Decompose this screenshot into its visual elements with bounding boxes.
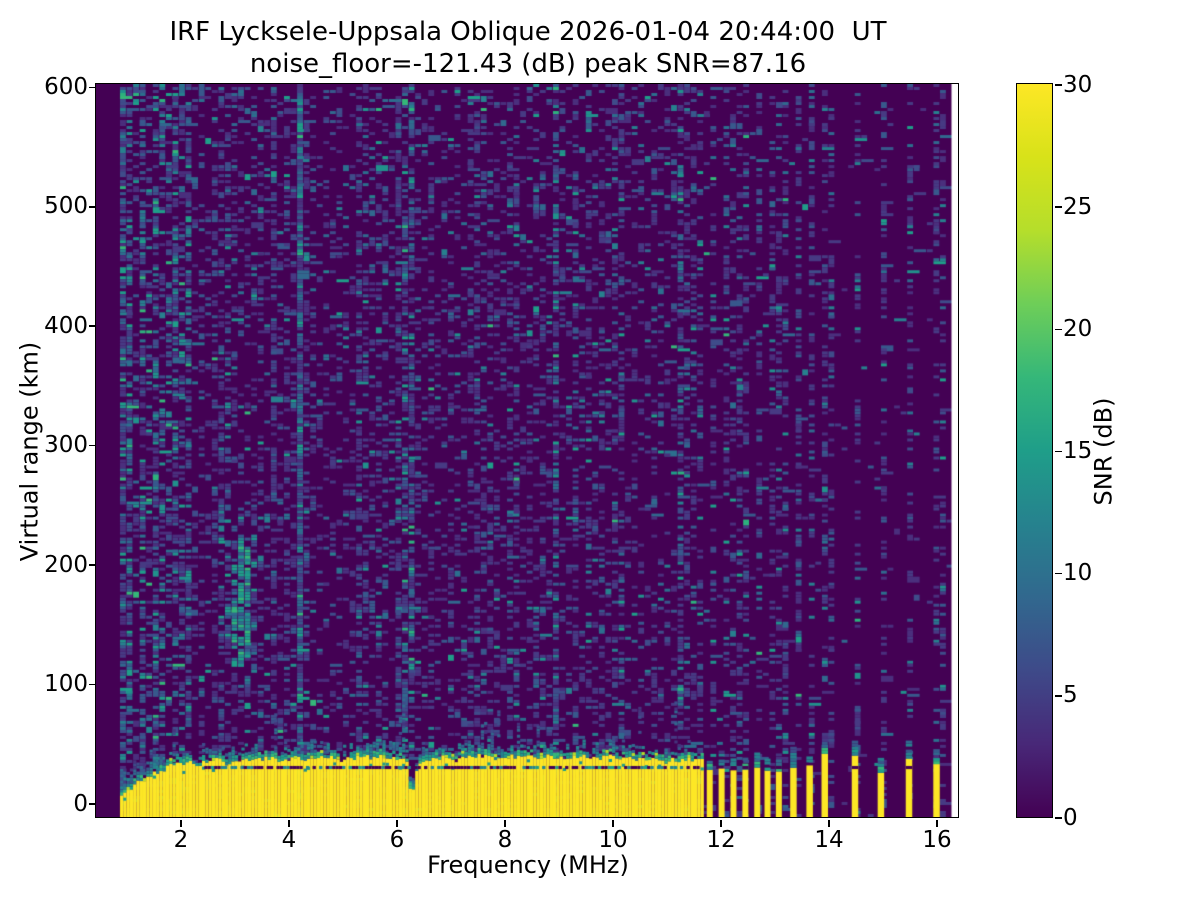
y-tick-mark (88, 325, 96, 328)
x-tick-mark (396, 819, 398, 827)
x-tick-mark (720, 819, 722, 827)
colorbar-tick-mark (1054, 817, 1062, 819)
y-tick-label: 100 (44, 671, 88, 698)
colorbar-tick-mark (1054, 206, 1062, 208)
x-tick-label: 10 (598, 827, 628, 853)
x-tick-label: 4 (281, 827, 297, 853)
x-tick-mark (936, 819, 938, 827)
colorbar-tick-mark (1054, 450, 1062, 453)
x-tick-label: 2 (173, 827, 189, 853)
x-tick-mark (612, 819, 614, 827)
colorbar-tick-mark (1054, 328, 1062, 331)
x-tick-mark (504, 819, 506, 827)
colorbar-tick-mark (1054, 572, 1062, 575)
y-tick-label: 200 (44, 551, 88, 578)
y-tick-label: 0 (73, 790, 88, 817)
chart-title-line1: IRF Lycksele-Uppsala Oblique 2026-01-04 … (169, 17, 887, 47)
y-tick-mark (88, 683, 96, 686)
y-tick-label: 500 (44, 193, 88, 220)
x-axis-label: Frequency (MHz) (427, 851, 629, 879)
colorbar-tick-label: 15 (1063, 438, 1093, 464)
y-tick-mark (88, 444, 96, 447)
chart-title-line2: noise_floor=-121.43 (dB) peak SNR=87.16 (249, 49, 807, 79)
y-tick-mark (88, 564, 96, 566)
plot-area (95, 83, 960, 819)
colorbar-tick-label: 10 (1063, 560, 1093, 587)
colorbar (1016, 83, 1054, 819)
colorbar-tick-label: 20 (1063, 315, 1093, 342)
colorbar-tick-label: 30 (1063, 71, 1093, 98)
y-tick-mark (88, 206, 96, 208)
y-tick-mark (88, 803, 96, 805)
colorbar-tick-mark (1054, 695, 1062, 697)
y-axis-label: Virtual range (km) (15, 341, 44, 562)
y-tick-label: 300 (44, 432, 88, 459)
y-tick-label: 400 (44, 312, 88, 339)
colorbar-tick-label: 25 (1063, 193, 1093, 220)
colorbar-tick-label: 5 (1063, 682, 1078, 709)
x-tick-label: 16 (922, 827, 952, 853)
x-tick-label: 8 (497, 827, 513, 853)
x-tick-label: 6 (389, 827, 405, 853)
ionogram-heatmap (96, 84, 959, 818)
y-tick-mark (88, 86, 96, 89)
x-tick-label: 14 (814, 827, 844, 853)
colorbar-tick-mark (1054, 84, 1062, 86)
chart-title: IRF Lycksele-Uppsala Oblique 2026-01-04 … (128, 16, 928, 80)
x-tick-mark (180, 819, 182, 827)
y-tick-label: 600 (44, 73, 88, 100)
x-tick-mark (288, 819, 290, 827)
x-tick-label: 12 (706, 827, 736, 853)
colorbar-label: SNR (dB) (1089, 397, 1118, 506)
colorbar-tick-label: 0 (1063, 804, 1078, 831)
x-tick-mark (828, 819, 830, 827)
